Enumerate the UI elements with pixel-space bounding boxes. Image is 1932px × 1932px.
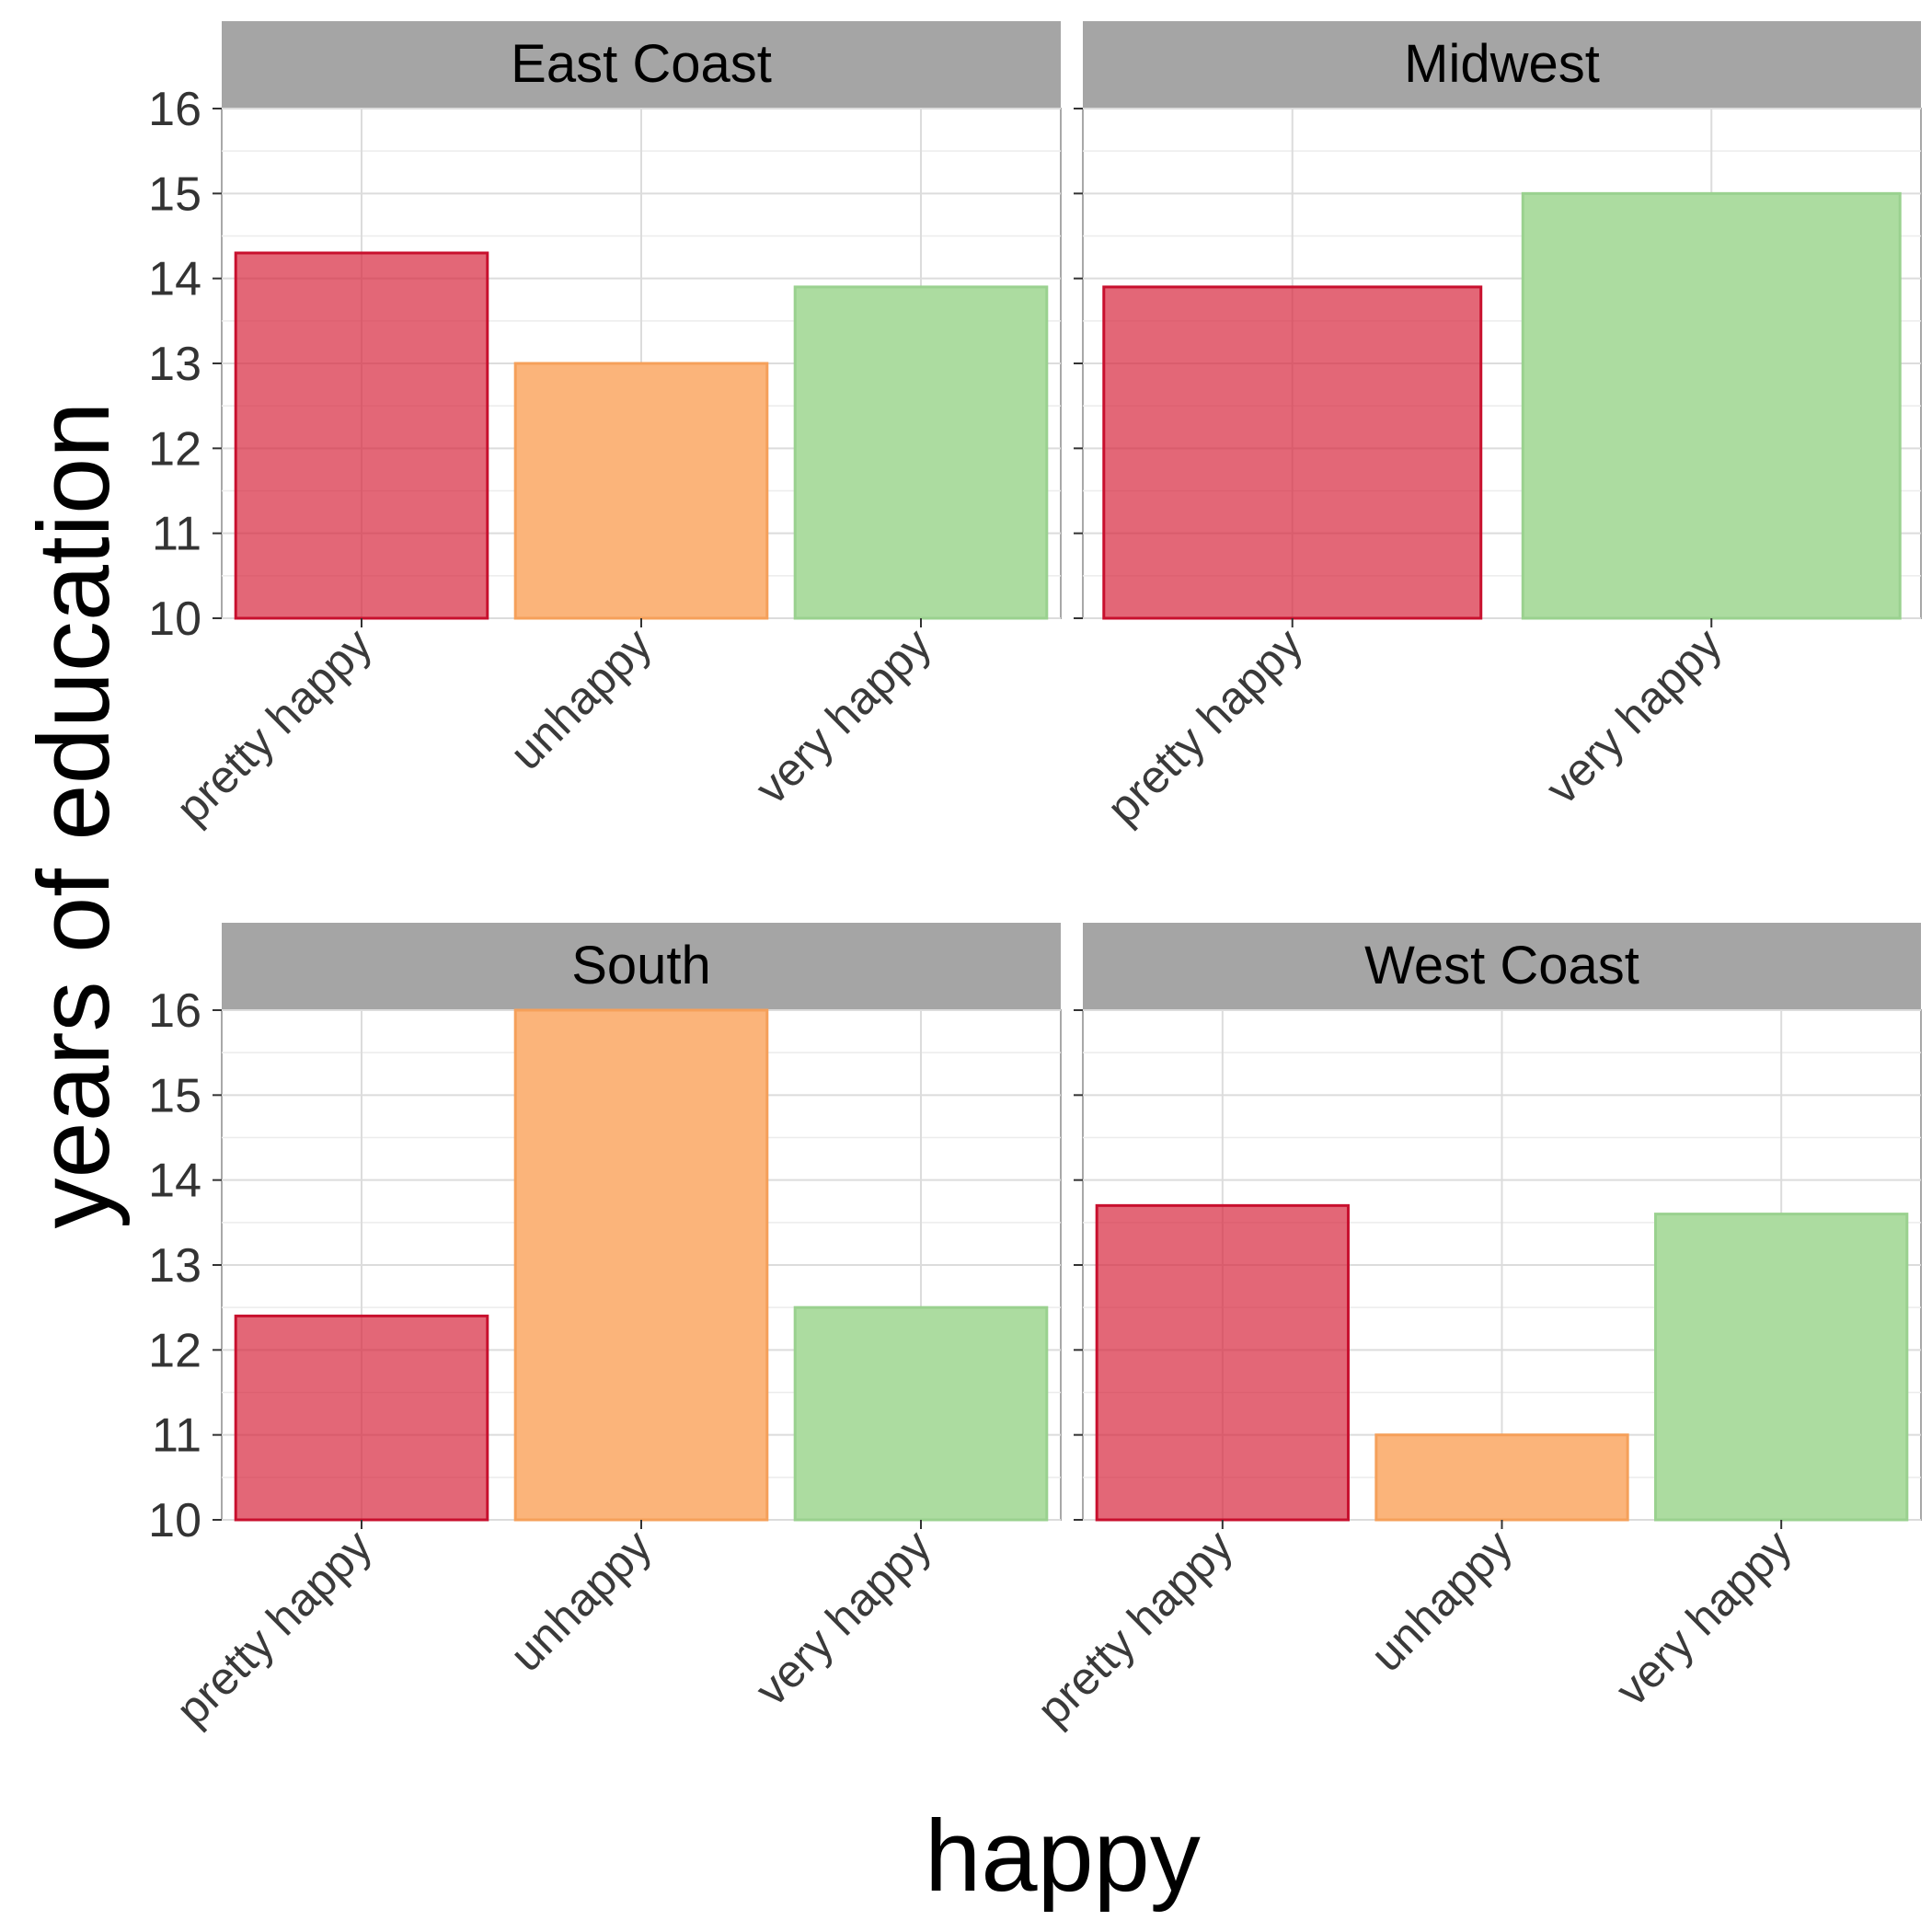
x-tick-label: pretty happy: [167, 1520, 382, 1735]
x-tick-label: very happy: [745, 618, 941, 814]
bar-pretty-happy: [1095, 1203, 1350, 1522]
facet-title: South: [571, 936, 711, 995]
bar-pretty-happy: [234, 251, 489, 620]
facet-strip: [1083, 21, 1921, 109]
bar-very-happy: [793, 1305, 1049, 1522]
facet-east-coast: East Coast 10 11 12 13 14 15 16 pretty happy unha…: [148, 21, 1062, 834]
y-tick-label: 16: [148, 83, 201, 136]
bar-unhappy: [1374, 1433, 1629, 1522]
y-tick-label: 14: [148, 253, 201, 306]
facet-title: Midwest: [1404, 34, 1600, 94]
bar-unhappy: [513, 1008, 769, 1522]
x-tick-label: very happy: [1605, 1520, 1801, 1716]
bar-very-happy: [1521, 191, 1902, 620]
x-tick-label: very happy: [745, 1520, 941, 1716]
x-tick-label: unhappy: [500, 1520, 661, 1681]
x-tick-label: pretty happy: [167, 618, 382, 834]
bar-very-happy: [1654, 1213, 1909, 1522]
y-tick-label: 16: [148, 984, 201, 1038]
bar-pretty-happy: [234, 1314, 489, 1522]
y-tick-label: 14: [148, 1155, 201, 1208]
x-tick-label: pretty happy: [1027, 1520, 1242, 1735]
y-tick-label: 13: [148, 1239, 201, 1293]
facet-south: South 10 11 12 13 14 15 16 pretty happy unhappy ve…: [148, 923, 1062, 1735]
facet-strip: [222, 923, 1061, 1010]
bar-unhappy: [513, 362, 769, 620]
y-axis-title: years of education: [17, 402, 131, 1229]
facet-strip: [222, 21, 1061, 109]
y-tick-label: 11: [152, 1409, 201, 1463]
x-tick-label: very happy: [1535, 618, 1731, 814]
y-tick-label: 10: [148, 1494, 201, 1547]
y-tick-label: 12: [148, 422, 201, 476]
y-tick-label: 15: [148, 1069, 201, 1122]
facet-midwest: Midwest pretty happy very happy: [1074, 21, 1922, 834]
bar-pretty-happy: [1102, 285, 1483, 620]
x-tick-label: pretty happy: [1097, 618, 1312, 834]
facet-west-coast: West Coast pretty happy unhappy very happy: [1027, 923, 1922, 1735]
bar-very-happy: [793, 285, 1049, 620]
y-tick-label: 13: [148, 338, 201, 391]
facet-panels: East Coast 10 11 12 13 14 15 16 pretty happy unha…: [148, 21, 1922, 1735]
x-axis-title: happy: [925, 1800, 1201, 1913]
y-tick-label: 15: [148, 167, 201, 221]
y-tick-label: 11: [152, 508, 201, 561]
x-tick-label: unhappy: [500, 618, 661, 779]
facet-title: West Coast: [1364, 936, 1639, 995]
y-tick-label: 10: [148, 592, 201, 646]
y-tick-label: 12: [148, 1324, 201, 1377]
facet-strip: [1083, 923, 1921, 1010]
x-tick-label: unhappy: [1361, 1520, 1522, 1681]
facet-title: East Coast: [511, 34, 772, 94]
